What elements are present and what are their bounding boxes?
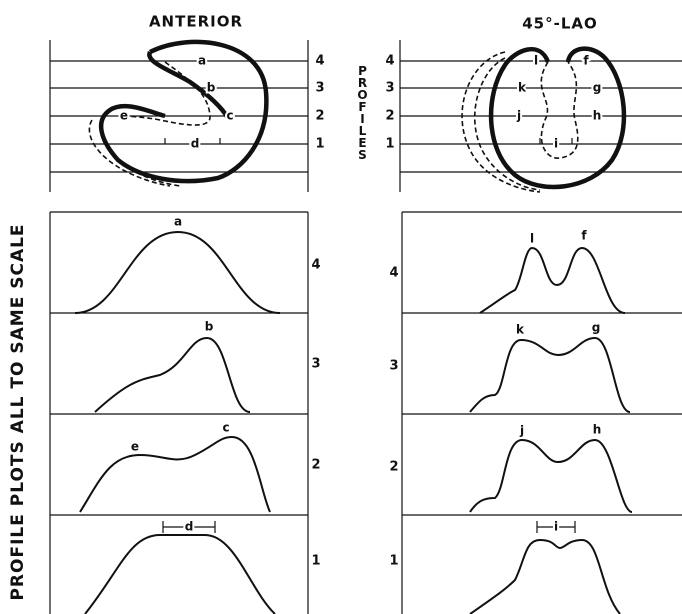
lao-plots: l f k g j h i 4 3 2 1 — [389, 212, 682, 614]
side-label: PROFILE PLOTS ALL TO SAME SCALE — [8, 223, 28, 600]
profile-number: 3 — [315, 81, 324, 96]
profile-number: 2 — [315, 109, 324, 124]
profile-number: 2 — [385, 109, 394, 124]
region-label: i — [554, 137, 558, 151]
peak-label: c — [222, 421, 229, 435]
region-label: k — [518, 81, 527, 95]
region-label: c — [226, 109, 233, 123]
profile-number: 4 — [389, 266, 398, 281]
peak-label: i — [554, 520, 558, 534]
peak-label: h — [593, 423, 602, 437]
lao-diagram: l f k g j h i 4 3 2 1 — [385, 40, 682, 192]
profile-number: 3 — [389, 359, 398, 374]
peak-label: g — [592, 321, 601, 335]
profile-number: 3 — [311, 357, 320, 372]
profile-number: 4 — [311, 258, 320, 273]
figure: ANTERIOR 45°-LAO PROFILES PROFILE PLOTS … — [0, 0, 682, 614]
peak-label: a — [174, 215, 182, 229]
profile-number: 4 — [385, 54, 394, 69]
region-label: f — [583, 54, 589, 68]
profile-number: 4 — [315, 54, 324, 69]
profile-number: 3 — [385, 81, 394, 96]
peak-label: j — [519, 424, 524, 438]
profile-number: 1 — [385, 137, 394, 152]
region-label: g — [593, 81, 602, 95]
profile-number: 1 — [315, 137, 324, 152]
region-label: b — [207, 81, 216, 95]
region-label: d — [191, 137, 200, 151]
peak-label: b — [205, 320, 214, 334]
center-label: PROFILES — [356, 64, 370, 160]
region-label: e — [120, 109, 128, 123]
peak-label: e — [131, 440, 139, 454]
header: ANTERIOR — [149, 13, 243, 31]
header: 45°-LAO — [522, 15, 598, 33]
region-label: l — [534, 54, 538, 68]
profile-number: 2 — [311, 458, 320, 473]
profile-number: 1 — [311, 554, 320, 569]
profile-number: 2 — [389, 460, 398, 475]
peak-label: k — [516, 323, 525, 337]
peak-label: d — [185, 520, 194, 534]
anterior-diagram: a b c e d 4 3 2 1 — [50, 40, 325, 192]
region-label: j — [516, 109, 521, 123]
region-label: h — [593, 109, 602, 123]
anterior-plots: a b e c d 4 3 2 1 — [50, 212, 321, 614]
peak-label: f — [581, 229, 587, 243]
peak-label: l — [530, 232, 534, 246]
region-label: a — [198, 54, 206, 68]
profile-number: 1 — [389, 554, 398, 569]
